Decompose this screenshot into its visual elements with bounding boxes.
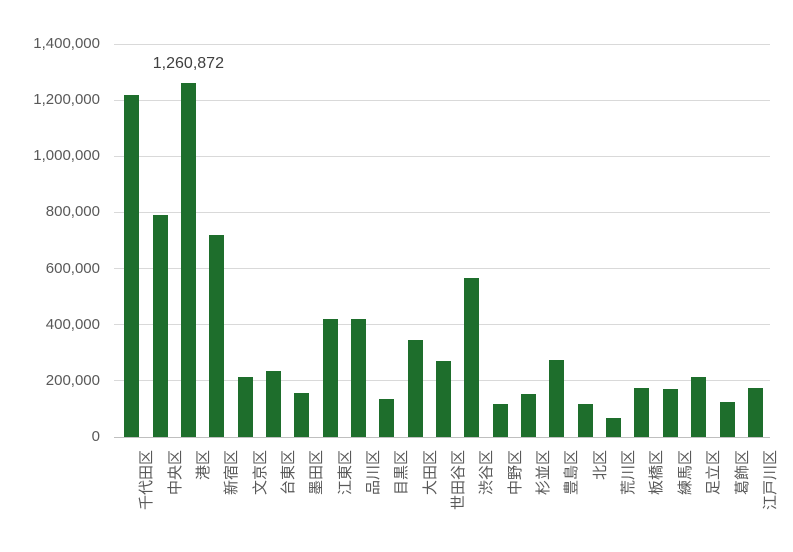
bar-台東区: [265, 371, 281, 437]
bar-大田区: [407, 339, 423, 437]
bar-江東区: [322, 319, 338, 437]
x-axis-label-板橋区: 板橋区: [648, 450, 666, 496]
gridline: [114, 43, 770, 45]
bar-value-label: 1,260,872: [152, 55, 224, 72]
x-axis-label-目黒区: 目黒区: [393, 450, 411, 496]
x-axis-label-品川区: 品川区: [364, 450, 382, 496]
bar-中野区: [492, 404, 508, 437]
x-axis-label-荒川区: 荒川区: [620, 450, 638, 496]
x-axis-label-葛飾区: 葛飾区: [733, 450, 751, 496]
y-axis-tick-label: 1,000,000: [33, 147, 100, 165]
bar-新宿区: [209, 234, 225, 437]
gridline: [114, 99, 770, 101]
y-axis-tick-label: 1,400,000: [33, 35, 100, 52]
bar-練馬区: [662, 389, 678, 437]
bar-品川区: [350, 319, 366, 437]
x-axis-label-世田谷区: 世田谷区: [450, 450, 468, 511]
x-axis-label-台東区: 台東区: [279, 450, 297, 496]
bar-北区: [577, 404, 593, 437]
y-axis-tick-label: 200,000: [45, 371, 100, 389]
gridline: [114, 268, 770, 270]
x-axis-label-墨田区: 墨田区: [308, 450, 326, 496]
gridline: [114, 211, 770, 213]
bar-足立区: [691, 377, 707, 437]
x-axis-label-江東区: 江東区: [336, 450, 354, 496]
x-axis-label-中野区: 中野区: [506, 450, 524, 496]
x-axis-label-江戸川区: 江戸川区: [761, 450, 779, 511]
x-axis-label-北区: 北区: [591, 450, 609, 481]
gridline: [114, 324, 770, 326]
x-axis-label-千代田区: 千代田区: [138, 450, 156, 511]
x-axis-label-中央区: 中央区: [166, 450, 184, 496]
y-axis-tick-label: 1,200,000: [33, 91, 100, 109]
x-axis-line: [114, 436, 770, 438]
y-axis-tick-label: 600,000: [45, 259, 100, 277]
x-axis-label-文京区: 文京区: [251, 450, 269, 496]
x-axis-label-渋谷区: 渋谷区: [478, 450, 496, 496]
x-axis-label-新宿区: 新宿区: [223, 450, 241, 496]
bar-港区: [180, 83, 196, 437]
bar-文京区: [237, 377, 253, 437]
bar-墨田区: [294, 392, 310, 437]
x-axis-label-杉並区: 杉並区: [535, 450, 553, 496]
x-axis-label-練馬区: 練馬区: [676, 450, 694, 496]
bar-渋谷区: [464, 278, 480, 437]
gridline: [114, 155, 770, 157]
bar-荒川区: [606, 418, 622, 437]
bar-千代田区: [124, 94, 140, 437]
y-axis-tick-label: 0: [91, 428, 100, 445]
bar-江戸川区: [747, 387, 763, 437]
y-axis-tick-label: 400,000: [45, 315, 100, 333]
bar-豊島区: [549, 360, 565, 437]
x-axis-label-豊島区: 豊島区: [563, 450, 581, 496]
bar-板橋区: [634, 387, 650, 437]
bar-葛飾区: [719, 401, 735, 437]
x-axis-label-足立区: 足立区: [705, 450, 723, 496]
bar-目黒区: [379, 399, 395, 437]
bar-世田谷区: [436, 360, 452, 437]
y-axis-tick-label: 800,000: [45, 203, 100, 221]
x-axis-label-港区: 港区: [194, 450, 212, 481]
bar-杉並区: [521, 394, 537, 437]
bar-中央区: [152, 215, 168, 437]
x-axis-label-大田区: 大田区: [421, 450, 439, 496]
